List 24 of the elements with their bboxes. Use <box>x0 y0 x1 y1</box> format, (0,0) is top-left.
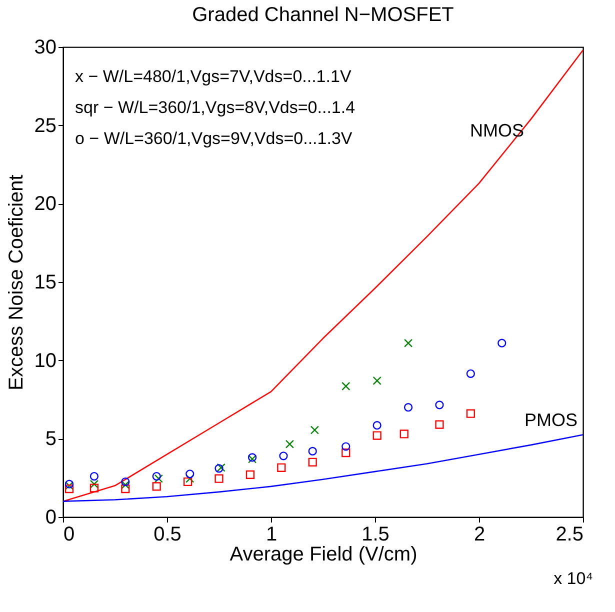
line-series <box>62 49 584 502</box>
annotation: sqr − W/L=360/1,Vgs=8V,Vds=0...1.4 <box>75 98 356 117</box>
line-series <box>62 434 584 502</box>
annotation: o − W/L=360/1,Vgs=9V,Vds=0...1.3V <box>75 129 353 148</box>
y-tick-label: 20 <box>34 193 56 216</box>
y-tick-label: 25 <box>34 114 56 137</box>
annotation: x − W/L=480/1,Vgs=7V,Vds=0...1.1V <box>75 67 352 86</box>
x-tick-label: 2.5 <box>556 524 584 546</box>
y-tick-label: 5 <box>45 428 56 450</box>
x-tick-label: 2 <box>474 524 486 546</box>
x-tick-label: 1.5 <box>362 524 390 546</box>
y-axis-title: Excess Noise Coeficient <box>5 174 28 390</box>
x-tick-label: 1 <box>266 524 278 546</box>
y-tick-label: 15 <box>34 272 56 294</box>
y-tick-label: 30 <box>34 36 56 58</box>
x-axis-title: Average Field (V/cm) <box>230 544 418 566</box>
series-label: NMOS <box>470 120 524 140</box>
chart-title: Graded Channel N−MOSFET <box>192 4 454 26</box>
y-tick-label: 10 <box>34 350 56 372</box>
text: x 10⁴ <box>554 569 593 588</box>
y-tick-label: 0 <box>45 506 56 528</box>
x-tick-label: 0.5 <box>154 524 182 546</box>
series-label: PMOS <box>524 410 578 430</box>
x-tick-label: 0 <box>64 524 75 546</box>
